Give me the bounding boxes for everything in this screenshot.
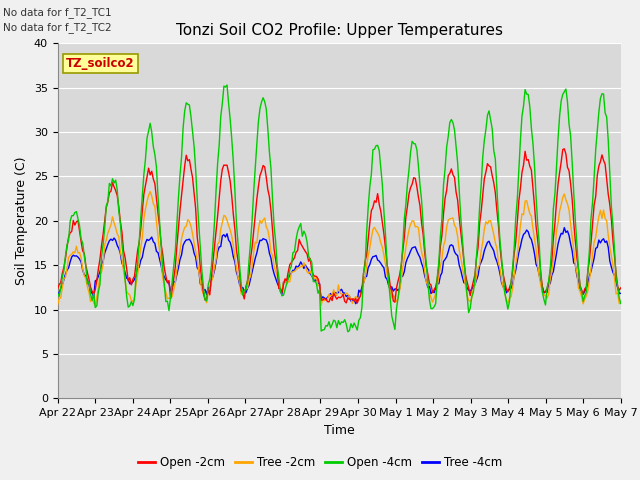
- Y-axis label: Soil Temperature (C): Soil Temperature (C): [15, 156, 28, 285]
- Open -2cm: [617, 285, 625, 291]
- Open -2cm: [221, 162, 229, 168]
- Line: Open -2cm: Open -2cm: [58, 149, 621, 303]
- Open -4cm: [242, 287, 250, 293]
- Open -2cm: [54, 286, 61, 292]
- Tree -2cm: [147, 189, 154, 194]
- Tree -2cm: [54, 302, 61, 308]
- Open -2cm: [241, 296, 248, 302]
- Open -4cm: [223, 82, 231, 88]
- Tree -2cm: [303, 269, 311, 275]
- X-axis label: Time: Time: [324, 424, 355, 437]
- Open -4cm: [54, 290, 61, 296]
- Line: Tree -4cm: Tree -4cm: [58, 228, 621, 304]
- Open -4cm: [123, 293, 131, 299]
- Tree -4cm: [54, 290, 61, 296]
- Open -4cm: [589, 200, 596, 205]
- Tree -4cm: [300, 265, 308, 271]
- Open -4cm: [617, 300, 625, 306]
- Tree -2cm: [617, 300, 625, 306]
- Open -4cm: [301, 232, 309, 238]
- Tree -4cm: [617, 290, 625, 296]
- Tree -4cm: [561, 225, 568, 230]
- Tree -4cm: [241, 289, 248, 295]
- Open -2cm: [561, 146, 568, 152]
- Tree -2cm: [225, 223, 232, 228]
- Tree -2cm: [92, 302, 99, 308]
- Line: Tree -2cm: Tree -2cm: [58, 192, 621, 305]
- Legend: Open -2cm, Tree -2cm, Open -4cm, Tree -4cm: Open -2cm, Tree -2cm, Open -4cm, Tree -4…: [133, 452, 507, 474]
- Tree -2cm: [589, 252, 596, 257]
- Open -2cm: [250, 228, 257, 234]
- Tree -4cm: [250, 262, 257, 268]
- Tree -2cm: [253, 240, 260, 246]
- Line: Open -4cm: Open -4cm: [58, 85, 621, 332]
- Title: Tonzi Soil CO2 Profile: Upper Temperatures: Tonzi Soil CO2 Profile: Upper Temperatur…: [176, 23, 502, 38]
- Tree -4cm: [589, 262, 596, 268]
- Open -2cm: [589, 221, 596, 227]
- Open -4cm: [344, 329, 351, 335]
- Open -4cm: [221, 84, 229, 90]
- Tree -2cm: [244, 286, 252, 291]
- Open -2cm: [123, 265, 131, 271]
- Open -2cm: [353, 300, 361, 306]
- Tree -4cm: [123, 275, 131, 281]
- Tree -4cm: [221, 234, 229, 240]
- Tree -4cm: [352, 301, 360, 307]
- Tree -2cm: [124, 291, 132, 297]
- Text: No data for f_T2_TC2: No data for f_T2_TC2: [3, 22, 112, 33]
- Open -4cm: [252, 164, 259, 170]
- Text: TZ_soilco2: TZ_soilco2: [66, 58, 134, 71]
- Open -2cm: [300, 246, 308, 252]
- Text: No data for f_T2_TC1: No data for f_T2_TC1: [3, 7, 112, 18]
